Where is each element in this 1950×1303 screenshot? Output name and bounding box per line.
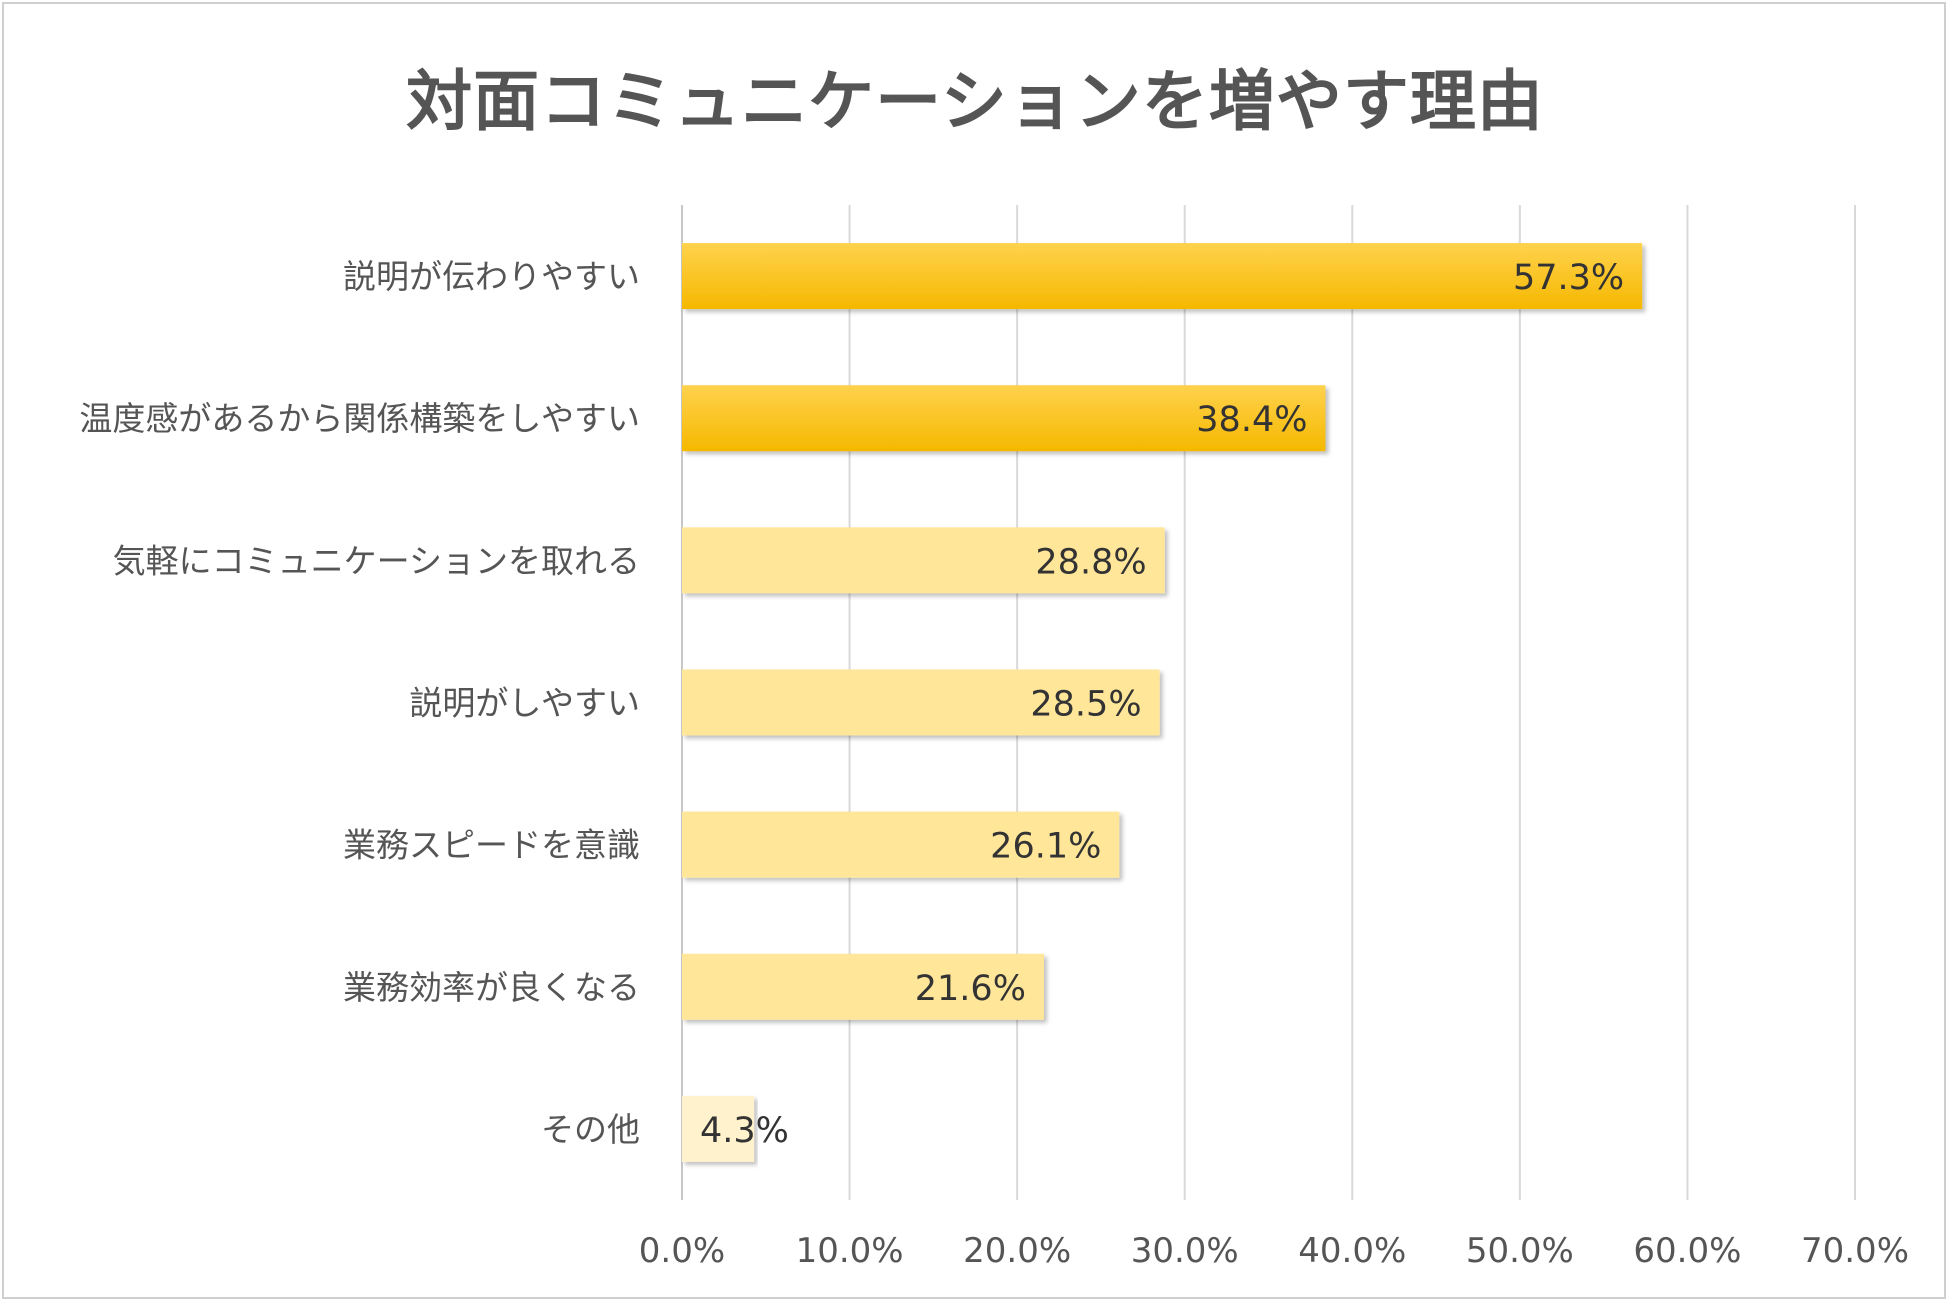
category-label: その他 <box>541 1110 640 1149</box>
data-label: 21.6% <box>915 969 1026 1009</box>
x-tick-label: 60.0% <box>1633 1231 1741 1271</box>
data-label: 4.3% <box>700 1111 789 1151</box>
category-label: 気軽にコミュニケーションを取れる <box>113 541 640 580</box>
bar <box>682 669 1160 736</box>
data-label: 28.8% <box>1035 542 1146 582</box>
x-tick-label: 20.0% <box>963 1231 1071 1271</box>
bar <box>682 243 1643 310</box>
data-label: 26.1% <box>990 827 1101 867</box>
category-label: 説明がしやすい <box>409 684 640 723</box>
x-tick-label: 40.0% <box>1298 1231 1406 1271</box>
bar <box>682 385 1326 452</box>
labels: 0.0% 10.0% 20.0% 30.0% 40.0% 50.0% 60.0% 70.0% 説… <box>79 257 1909 1271</box>
x-tick-label: 70.0% <box>1801 1231 1909 1271</box>
bar <box>682 811 1120 878</box>
x-tick-label: 50.0% <box>1466 1231 1574 1271</box>
chart-title: 対面コミュニケーションを増やす理由 <box>406 63 1544 140</box>
bar <box>682 527 1165 594</box>
bars <box>682 243 1643 1162</box>
x-tick-label: 10.0% <box>796 1231 904 1271</box>
category-label: 温度感があるから関係構築をしやすい <box>79 399 640 438</box>
data-label: 28.5% <box>1030 685 1141 725</box>
bar <box>682 1095 755 1162</box>
category-label: 説明が伝わりやすい <box>343 257 640 296</box>
data-label: 57.3% <box>1513 258 1624 298</box>
bar <box>682 953 1044 1020</box>
data-label: 38.4% <box>1196 400 1307 440</box>
category-label: 業務スピードを意識 <box>343 826 640 865</box>
x-tick-label: 0.0% <box>639 1231 725 1271</box>
x-tick-label: 30.0% <box>1131 1231 1239 1271</box>
category-label: 業務効率が良くなる <box>343 968 640 1007</box>
